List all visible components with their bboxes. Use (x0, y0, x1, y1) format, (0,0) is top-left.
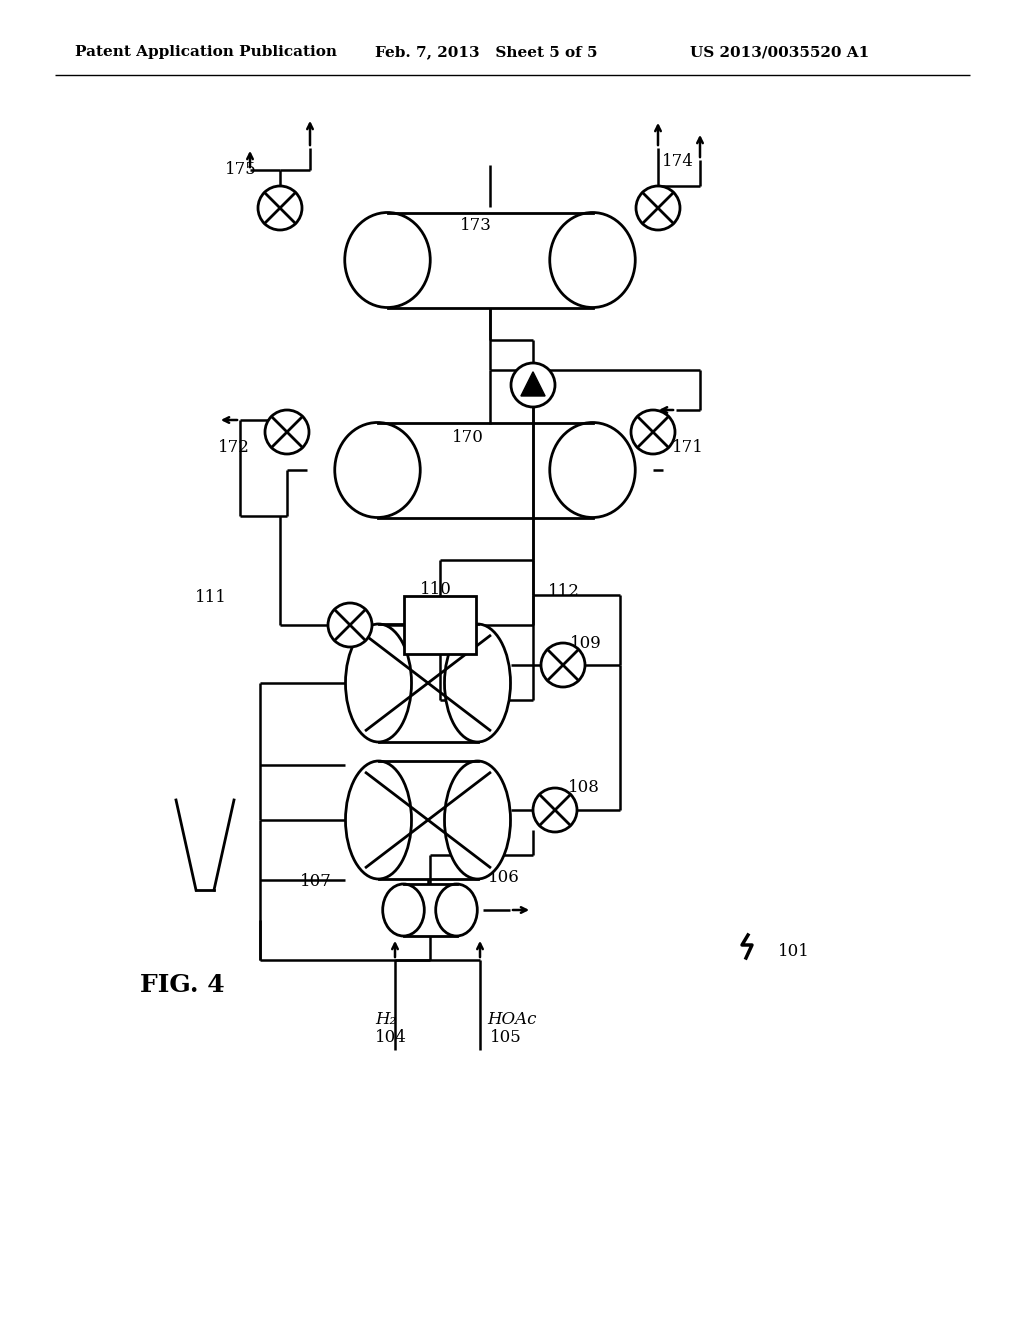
Bar (387, 213, 593, 308)
Ellipse shape (383, 884, 424, 936)
Circle shape (636, 186, 680, 230)
Circle shape (534, 788, 577, 832)
Bar (379, 624, 477, 742)
Circle shape (265, 411, 309, 454)
Ellipse shape (550, 422, 635, 517)
Text: 109: 109 (570, 635, 602, 652)
Text: 170: 170 (452, 429, 484, 446)
Text: 104: 104 (375, 1030, 407, 1047)
Text: 102: 102 (348, 787, 380, 804)
Circle shape (328, 603, 372, 647)
Circle shape (541, 643, 585, 686)
Text: 112: 112 (548, 583, 580, 601)
Bar (404, 597, 476, 653)
Text: 107: 107 (300, 874, 332, 891)
Text: Patent Application Publication: Patent Application Publication (75, 45, 337, 59)
Text: FIG. 4: FIG. 4 (140, 973, 224, 997)
Text: Feb. 7, 2013   Sheet 5 of 5: Feb. 7, 2013 Sheet 5 of 5 (375, 45, 597, 59)
Bar (378, 422, 593, 517)
Text: 171: 171 (672, 440, 703, 457)
Text: 103: 103 (352, 649, 384, 667)
Bar (403, 884, 457, 936)
Circle shape (258, 186, 302, 230)
Text: 101: 101 (778, 944, 810, 961)
Text: 108: 108 (568, 780, 600, 796)
Text: 173: 173 (460, 216, 492, 234)
Ellipse shape (444, 762, 511, 879)
Ellipse shape (345, 624, 412, 742)
Ellipse shape (335, 422, 420, 517)
Text: HOAc: HOAc (487, 1011, 537, 1028)
Circle shape (631, 411, 675, 454)
Ellipse shape (345, 762, 412, 879)
Ellipse shape (345, 213, 430, 308)
Text: H₂: H₂ (375, 1011, 396, 1028)
Bar (379, 762, 477, 879)
Ellipse shape (550, 213, 635, 308)
Ellipse shape (435, 884, 477, 936)
Text: 106: 106 (488, 869, 520, 886)
Polygon shape (521, 372, 545, 396)
Text: 172: 172 (218, 440, 250, 457)
Text: 174: 174 (662, 153, 694, 170)
Text: 111: 111 (195, 590, 227, 606)
Text: 175: 175 (225, 161, 257, 178)
Circle shape (511, 363, 555, 407)
Text: US 2013/0035520 A1: US 2013/0035520 A1 (690, 45, 869, 59)
Text: 105: 105 (490, 1030, 522, 1047)
Ellipse shape (444, 624, 511, 742)
Text: 110: 110 (420, 582, 452, 598)
